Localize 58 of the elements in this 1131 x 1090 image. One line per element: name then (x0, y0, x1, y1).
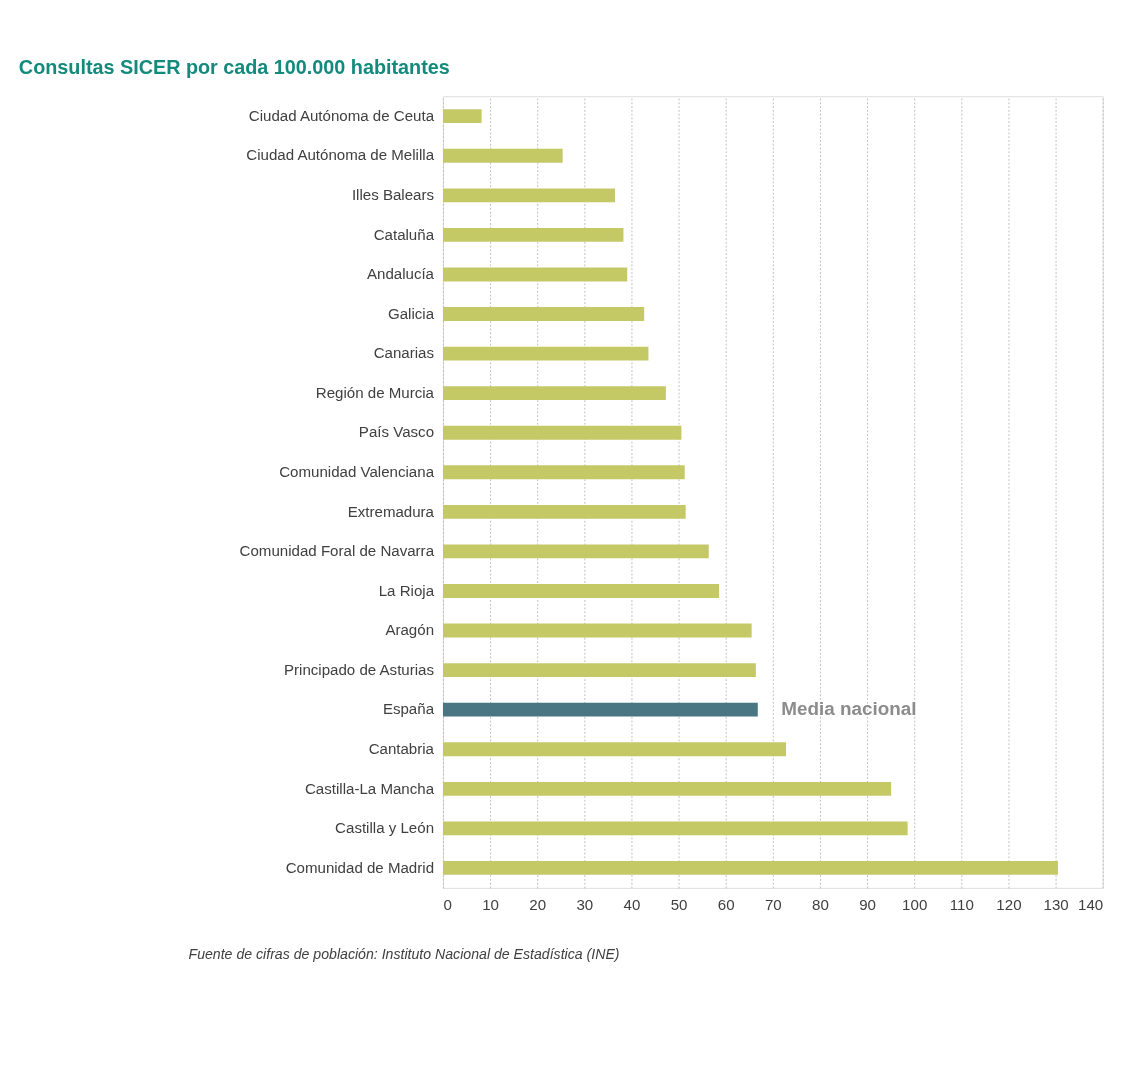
x-tick-label: 100 (902, 896, 928, 914)
bar (442, 346, 649, 361)
bar (442, 267, 628, 282)
x-tick-label: 120 (996, 896, 1022, 914)
y-tick-label: Canarias (373, 344, 435, 362)
bar (442, 623, 752, 638)
x-tick-label: 130 (1043, 896, 1069, 914)
y-tick-label: Ciudad Autónoma de Melilla (246, 146, 435, 164)
bar (442, 465, 685, 480)
bar (442, 227, 624, 242)
y-tick-label: Ciudad Autónoma de Ceuta (248, 106, 435, 124)
bar (442, 307, 645, 321)
x-tick-label: 140 (1078, 896, 1104, 914)
x-tick-label: 50 (670, 896, 688, 914)
x-tick-label: 110 (949, 896, 974, 914)
x-tick-label: 30 (576, 896, 594, 914)
x-tick-label: 70 (764, 896, 782, 914)
y-tick-label: Cataluña (373, 225, 435, 243)
y-tick-label: Galicia (387, 304, 435, 322)
y-tick-label: Aragón (385, 621, 435, 639)
y-tick-label: Comunidad Valenciana (279, 462, 435, 480)
x-tick-label: 0 (443, 896, 452, 914)
bar (442, 821, 908, 836)
y-tick-label: La Rioja (378, 581, 435, 599)
y-tick-label: País Vasco (358, 423, 435, 441)
y-tick-label: Andalucía (366, 265, 435, 283)
y-tick-label: Illes Balears (351, 186, 435, 204)
bar (442, 109, 482, 124)
x-tick-label: 40 (623, 896, 641, 914)
bar (442, 148, 563, 163)
y-tick-label: Extremadura (347, 502, 435, 520)
y-tick-label: Comunidad Foral de Navarra (239, 542, 435, 560)
y-tick-label: Castilla-La Mancha (304, 779, 435, 797)
x-tick-label: 60 (717, 896, 735, 914)
bar (442, 504, 686, 519)
y-tick-label: Cantabria (368, 739, 435, 757)
text: Consultas SICER por cada 100.000 habitantes (18, 55, 450, 78)
y-tick-label: España (382, 700, 435, 718)
source-note: Fuente de cifras de población: Instituto Nacional de Estadística (INE) (188, 945, 620, 962)
x-tick-label: 10 (482, 896, 499, 914)
bar (442, 742, 787, 757)
x-tick-label: 20 (529, 896, 547, 914)
y-tick-label: Principado de Asturias (283, 660, 435, 678)
annotation: Media nacional (781, 698, 917, 720)
bar (442, 781, 892, 796)
bar (442, 702, 758, 717)
bar (442, 663, 756, 678)
bar (442, 584, 720, 598)
bar (442, 386, 666, 401)
bar (442, 188, 615, 203)
bar (442, 861, 1058, 875)
bar (442, 425, 682, 440)
y-tick-label: Castilla y León (335, 819, 435, 837)
bar (442, 544, 709, 559)
y-tick-label: Comunidad de Madrid (285, 858, 435, 876)
x-tick-label: 90 (859, 896, 876, 914)
x-tick-label: 80 (812, 896, 829, 914)
y-tick-label: Región de Murcia (315, 383, 435, 401)
